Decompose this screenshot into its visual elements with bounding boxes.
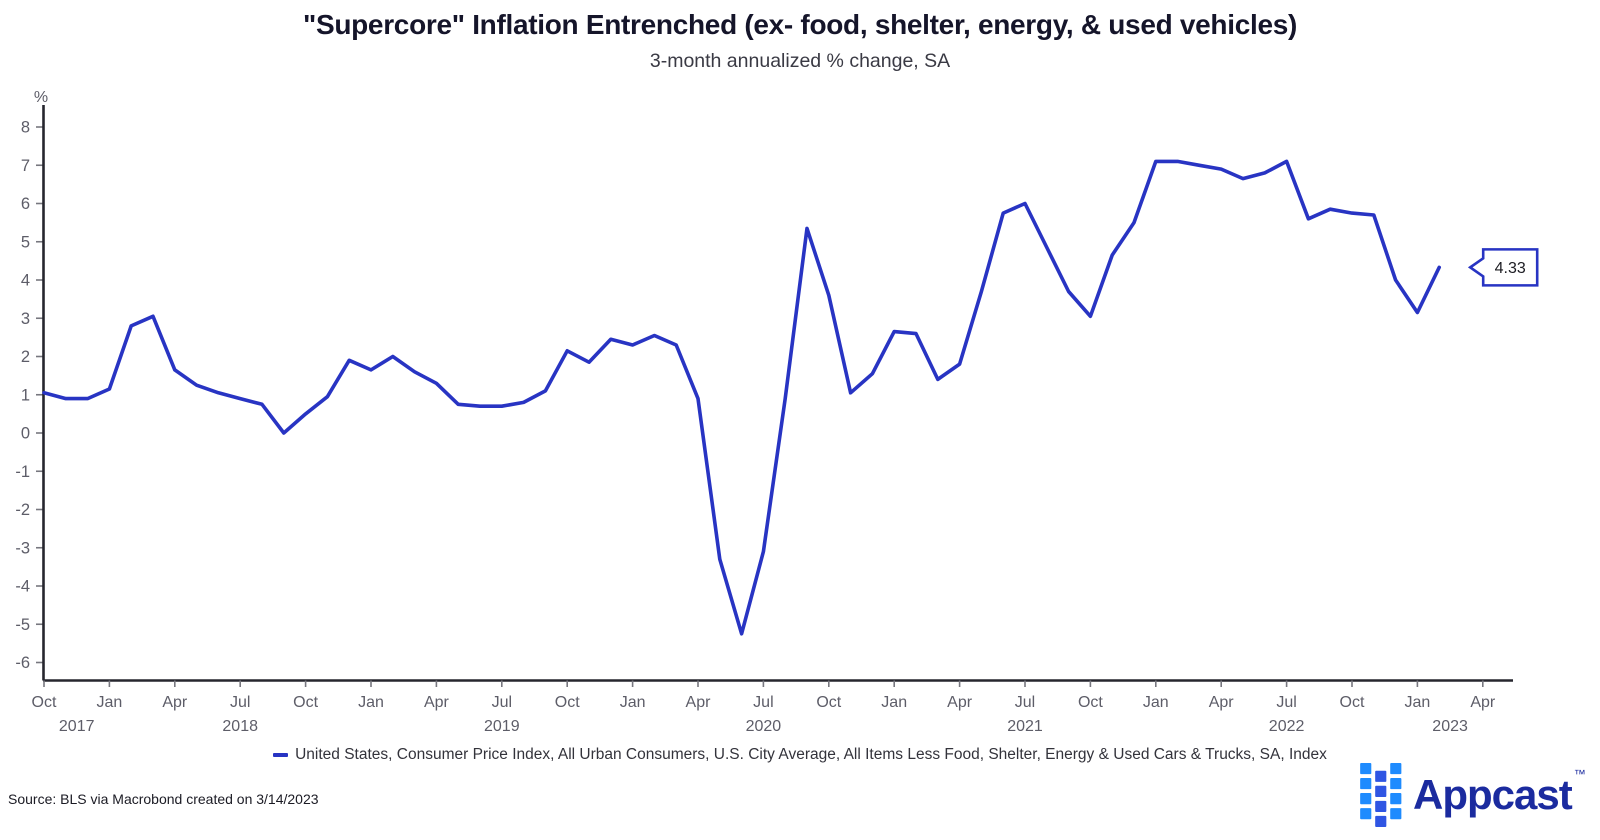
source-note: Source: BLS via Macrobond created on 3/1… xyxy=(8,791,319,807)
svg-text:Jan: Jan xyxy=(1143,694,1169,711)
svg-text:Oct: Oct xyxy=(1340,694,1365,711)
svg-text:6: 6 xyxy=(21,195,30,213)
svg-text:Jul: Jul xyxy=(1276,694,1296,711)
svg-text:Apr: Apr xyxy=(947,694,973,711)
svg-text:Jan: Jan xyxy=(358,694,384,711)
svg-text:Oct: Oct xyxy=(555,694,580,711)
svg-text:Jan: Jan xyxy=(620,694,646,711)
svg-text:1: 1 xyxy=(21,386,30,404)
svg-text:Jan: Jan xyxy=(1405,694,1431,711)
svg-text:2017: 2017 xyxy=(59,718,95,735)
svg-text:Oct: Oct xyxy=(293,694,318,711)
svg-text:2020: 2020 xyxy=(746,718,782,735)
svg-text:Jan: Jan xyxy=(97,694,123,711)
x-axis: Oct Jan Apr Jul Oct Jan Apr Jul Oct Jan Apr Jul Oct J… xyxy=(32,679,1513,735)
svg-text:2023: 2023 xyxy=(1432,718,1468,735)
svg-text:Apr: Apr xyxy=(424,694,450,711)
svg-text:Jul: Jul xyxy=(230,694,250,711)
legend: United States, Consumer Price Index, All… xyxy=(0,746,1600,764)
svg-text:-1: -1 xyxy=(15,463,30,481)
data-line xyxy=(42,159,1441,636)
y-axis: 8 7 6 5 4 3 2 1 0 -1 -2 -3 -4 -5 -6% xyxy=(15,89,48,681)
svg-text:7: 7 xyxy=(21,157,30,175)
svg-text:Jul: Jul xyxy=(1015,694,1035,711)
legend-line-swatch xyxy=(273,753,289,757)
svg-text:-3: -3 xyxy=(15,539,30,557)
appcast-logo-mark-icon xyxy=(1360,763,1402,827)
last-value-callout: 4.33 xyxy=(1467,248,1539,287)
svg-text:2018: 2018 xyxy=(222,718,258,735)
svg-text:Apr: Apr xyxy=(686,694,712,711)
svg-text:8: 8 xyxy=(21,119,30,137)
svg-text:2: 2 xyxy=(21,348,30,366)
svg-text:Jan: Jan xyxy=(881,694,907,711)
svg-text:Oct: Oct xyxy=(1078,694,1103,711)
svg-text:Jul: Jul xyxy=(753,694,773,711)
legend-label: United States, Consumer Price Index, All… xyxy=(295,746,1327,763)
svg-text:Apr: Apr xyxy=(1209,694,1235,711)
svg-text:Oct: Oct xyxy=(816,694,841,711)
svg-text:-2: -2 xyxy=(15,501,30,519)
chart-title: "Supercore" Inflation Entrenched (ex- fo… xyxy=(302,9,1298,40)
svg-text:2019: 2019 xyxy=(484,718,520,735)
svg-text:Apr: Apr xyxy=(162,694,188,711)
series-line xyxy=(42,159,1441,636)
svg-text:-6: -6 xyxy=(15,654,30,672)
appcast-logo: Appcast ™ xyxy=(1360,763,1586,827)
svg-text:0: 0 xyxy=(21,425,30,443)
svg-text:-4: -4 xyxy=(15,578,30,596)
svg-text:2022: 2022 xyxy=(1269,718,1305,735)
svg-text:-5: -5 xyxy=(15,616,30,634)
svg-text:Apr: Apr xyxy=(1470,694,1496,711)
svg-text:Jul: Jul xyxy=(492,694,512,711)
chart-subtitle: 3-month annualized % change, SA xyxy=(649,50,951,72)
svg-text:3: 3 xyxy=(21,310,30,328)
line-chart: 8 7 6 5 4 3 2 1 0 -1 -2 -3 -4 -5 -6% Oct Jan Apr Jul Oct Jan… xyxy=(15,89,1539,735)
svg-text:4: 4 xyxy=(21,272,30,290)
svg-text:Oct: Oct xyxy=(32,694,57,711)
svg-text:4.33: 4.33 xyxy=(1495,260,1526,277)
svg-text:2021: 2021 xyxy=(1007,718,1043,735)
y-axis-unit: % xyxy=(34,89,48,106)
appcast-logo-text: Appcast xyxy=(1413,771,1573,818)
trademark-symbol: ™ xyxy=(1573,767,1586,781)
svg-text:5: 5 xyxy=(21,233,30,251)
